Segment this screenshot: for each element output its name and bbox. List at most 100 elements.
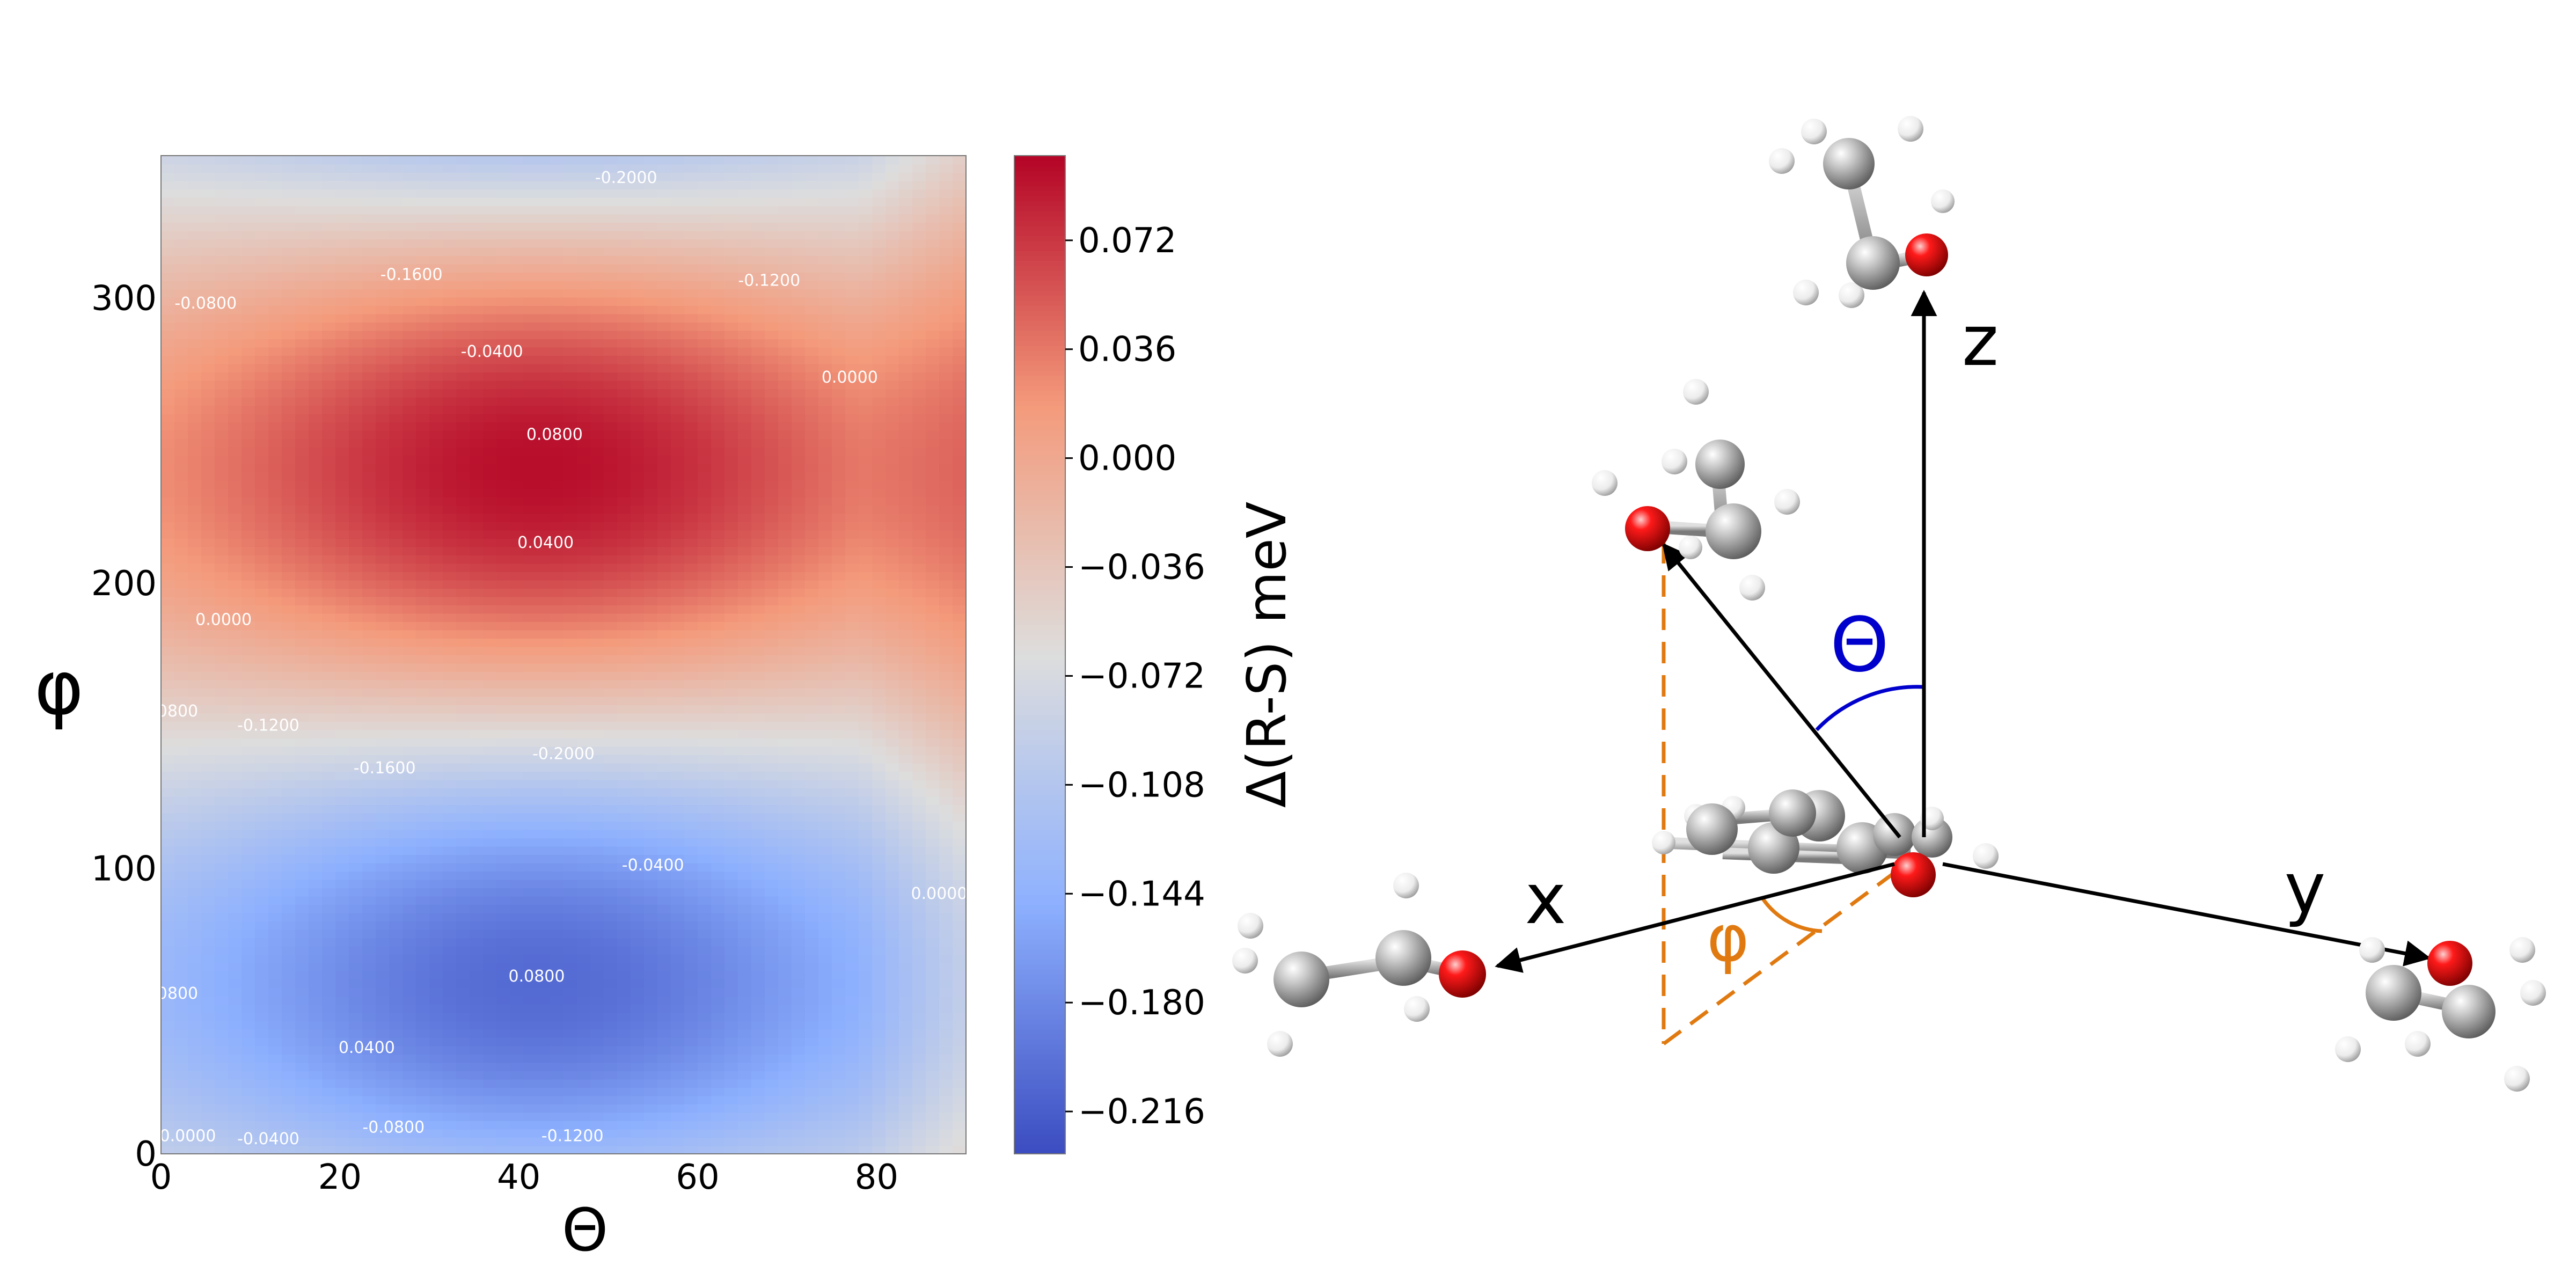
- heatmap-cell: [617, 156, 631, 165]
- heatmap-cell: [564, 1104, 577, 1113]
- heatmap-cell: [362, 555, 376, 564]
- heatmap-cell: [416, 1054, 430, 1063]
- heatmap-cell: [335, 355, 349, 364]
- heatmap-cell: [523, 729, 537, 738]
- heatmap-cell: [617, 688, 631, 697]
- heatmap-cell: [537, 372, 551, 381]
- heatmap-cell: [161, 979, 175, 988]
- heatmap-cell: [657, 1012, 671, 1021]
- heatmap-cell: [564, 596, 577, 605]
- heatmap-cell: [456, 1062, 470, 1071]
- heatmap-cell: [255, 1045, 269, 1055]
- heatmap-cell: [402, 522, 416, 531]
- heatmap-cell: [550, 755, 564, 764]
- heatmap-cell: [470, 455, 484, 464]
- heatmap-cell: [215, 738, 229, 747]
- heatmap-cell: [631, 563, 645, 572]
- heatmap-cell: [402, 829, 416, 838]
- heatmap-cell: [496, 222, 510, 231]
- heatmap-cell: [631, 222, 645, 231]
- heatmap-cell: [631, 696, 645, 705]
- heatmap-cell: [309, 289, 323, 298]
- heatmap-cell: [590, 413, 604, 422]
- heatmap-cell: [429, 1087, 443, 1096]
- heatmap-cell: [631, 638, 645, 647]
- heatmap-cell: [590, 389, 604, 398]
- heatmap-cell: [657, 846, 671, 855]
- heatmap-cell: [443, 239, 457, 248]
- heatmap-cell: [228, 305, 242, 314]
- heatmap-cell: [657, 729, 671, 738]
- heatmap-cell: [188, 1112, 202, 1121]
- heatmap-cell: [550, 788, 564, 797]
- heatmap-cell: [456, 1104, 470, 1113]
- heatmap-cell: [402, 921, 416, 930]
- heatmap-cell: [550, 1021, 564, 1030]
- heatmap-cell: [174, 904, 188, 913]
- heatmap-cell: [456, 888, 470, 897]
- heatmap-cell: [523, 496, 537, 506]
- heatmap-cell: [684, 946, 698, 955]
- heatmap-cell: [684, 180, 698, 189]
- heatmap-cell: [456, 962, 470, 971]
- heatmap-cell: [389, 222, 403, 231]
- heatmap-cell: [389, 189, 403, 198]
- heatmap-cell: [309, 721, 323, 730]
- heatmap-cell: [402, 580, 416, 589]
- heatmap-cell: [322, 522, 336, 531]
- heatmap-cell: [322, 513, 336, 522]
- heatmap-cell: [215, 788, 229, 797]
- heatmap-cell: [402, 1021, 416, 1030]
- heatmap-cell: [711, 1137, 725, 1146]
- heatmap-cell: [617, 1137, 631, 1146]
- heatmap-cell: [322, 846, 336, 855]
- heatmap-cell: [550, 264, 564, 273]
- heatmap-cell: [322, 862, 336, 872]
- heatmap-cell: [483, 472, 497, 481]
- heatmap-cell: [617, 630, 631, 639]
- heatmap-cell: [671, 679, 685, 689]
- heatmap-cell: [698, 630, 712, 639]
- heatmap-cell: [470, 1104, 484, 1113]
- heatmap-cell: [376, 1104, 390, 1113]
- heatmap-cell: [523, 322, 537, 331]
- heatmap-cell: [268, 214, 282, 223]
- heatmap-cell: [537, 1045, 551, 1055]
- heatmap-cell: [470, 572, 484, 581]
- heatmap-cell: [564, 829, 577, 838]
- heatmap-cell: [416, 380, 430, 389]
- heatmap-cell: [456, 929, 470, 938]
- heatmap-cell: [362, 1145, 376, 1154]
- heatmap-cell: [228, 954, 242, 963]
- heatmap-cell: [671, 846, 685, 855]
- heatmap-cell: [201, 363, 215, 372]
- heatmap-cell: [590, 555, 604, 564]
- heatmap-cell: [523, 206, 537, 215]
- heatmap-cell: [201, 1121, 215, 1130]
- heatmap-cell: [604, 779, 618, 788]
- heatmap-cell: [631, 646, 645, 655]
- heatmap-cell: [376, 646, 390, 655]
- heatmap-cell: [215, 372, 229, 381]
- heatmap-cell: [631, 239, 645, 248]
- heatmap-cell: [161, 1012, 175, 1021]
- heatmap-cell: [268, 488, 282, 497]
- heatmap-cell: [241, 813, 255, 822]
- heatmap-cell: [322, 613, 336, 622]
- heatmap-cell: [389, 1145, 403, 1154]
- heatmap-cell: [376, 721, 390, 730]
- heatmap-cell: [510, 339, 524, 348]
- heatmap-cell: [174, 1137, 188, 1146]
- heatmap-cell: [241, 413, 255, 422]
- heatmap-cell: [483, 272, 497, 281]
- heatmap-cell: [523, 214, 537, 223]
- heatmap-cell: [483, 305, 497, 314]
- heatmap-cell: [711, 1112, 725, 1121]
- heatmap-cell: [228, 746, 242, 755]
- heatmap-cell: [564, 1129, 577, 1138]
- heatmap-cell: [470, 255, 484, 265]
- heatmap-cell: [201, 247, 215, 256]
- heatmap-cell: [577, 987, 591, 997]
- heatmap-cell: [456, 871, 470, 880]
- heatmap-cell: [416, 638, 430, 647]
